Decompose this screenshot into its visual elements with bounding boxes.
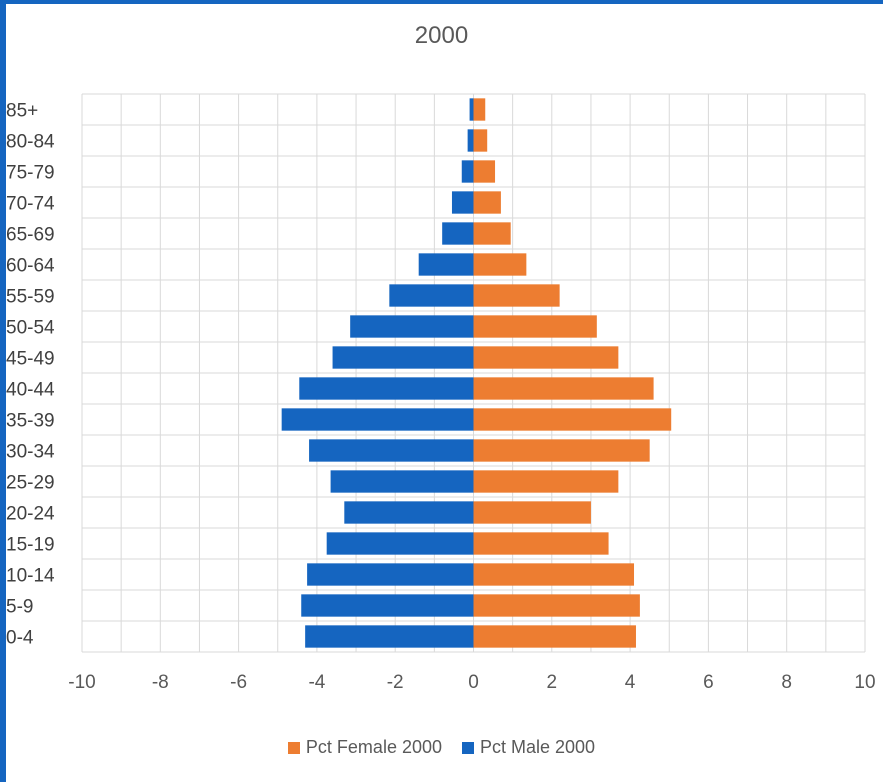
bar-female — [473, 129, 488, 152]
x-tick-label: 6 — [703, 672, 714, 693]
legend-swatch-female — [287, 741, 300, 754]
x-tick-label: -8 — [152, 672, 169, 693]
legend-label-female: Pct Female 2000 — [305, 737, 442, 757]
bar-female — [473, 563, 635, 586]
x-tick-label: -2 — [387, 672, 404, 693]
bar-female — [473, 98, 486, 121]
category-label: 85+ — [6, 101, 38, 122]
bar-female — [473, 470, 619, 493]
bar-female — [473, 625, 636, 648]
category-label: 40-44 — [6, 380, 55, 401]
category-label: 70-74 — [6, 194, 55, 215]
bar-female — [473, 501, 591, 524]
category-label: 5-9 — [6, 597, 33, 618]
category-label: 55-59 — [6, 287, 55, 308]
bar-female — [473, 594, 640, 617]
bar-female — [473, 346, 619, 369]
category-label: 45-49 — [6, 349, 55, 370]
bar-female — [473, 253, 527, 276]
x-tick-label: 10 — [854, 672, 875, 693]
bar-female — [473, 315, 597, 338]
bar-male — [344, 501, 474, 524]
bar-female — [473, 222, 511, 245]
bar-male — [326, 532, 474, 555]
chart-title: 2000 — [414, 22, 469, 49]
category-label: 30-34 — [6, 442, 55, 463]
category-label: 60-64 — [6, 256, 55, 277]
bar-female — [473, 377, 654, 400]
bar-male — [307, 563, 474, 586]
bar-female — [473, 532, 609, 555]
bar-female — [473, 191, 501, 214]
x-tick-label: 0 — [468, 672, 479, 693]
category-label: 25-29 — [6, 473, 55, 494]
category-label: 75-79 — [6, 163, 55, 184]
legend-label-male: Pct Male 2000 — [480, 737, 596, 757]
x-tick-label: 8 — [781, 672, 792, 693]
bar-male — [350, 315, 474, 338]
bar-male — [467, 129, 474, 152]
bar-male — [281, 408, 474, 431]
bar-female — [473, 284, 560, 307]
bar-female — [473, 160, 496, 183]
bar-male — [451, 191, 474, 214]
category-label: 35-39 — [6, 411, 55, 432]
x-tick-label: 4 — [625, 672, 636, 693]
bar-male — [330, 470, 474, 493]
category-label: 65-69 — [6, 225, 55, 246]
legend-item-male: Pct Male 2000 — [462, 737, 595, 758]
bar-male — [389, 284, 474, 307]
bar-female — [473, 439, 650, 462]
legend-item-female: Pct Female 2000 — [287, 737, 442, 758]
category-label: 20-24 — [6, 504, 55, 525]
category-label: 50-54 — [6, 318, 55, 339]
bar-male — [301, 594, 474, 617]
bar-male — [461, 160, 474, 183]
legend: Pct Female 2000 Pct Male 2000 — [0, 737, 883, 758]
category-label: 0-4 — [6, 628, 34, 649]
category-label: 80-84 — [6, 132, 55, 153]
bar-male — [332, 346, 474, 369]
bar-male — [299, 377, 474, 400]
bar-male — [309, 439, 474, 462]
x-tick-label: -6 — [230, 672, 247, 693]
legend-swatch-male — [462, 741, 474, 754]
bar-male — [418, 253, 474, 276]
category-label: 15-19 — [6, 535, 55, 556]
category-label: 10-14 — [6, 566, 55, 587]
bar-female — [473, 408, 672, 431]
bar-male — [469, 98, 474, 121]
x-tick-label: -4 — [308, 672, 325, 693]
x-tick-label: 2 — [547, 672, 558, 693]
bar-male — [305, 625, 474, 648]
bar-male — [442, 222, 474, 245]
x-tick-label: -10 — [68, 672, 95, 693]
